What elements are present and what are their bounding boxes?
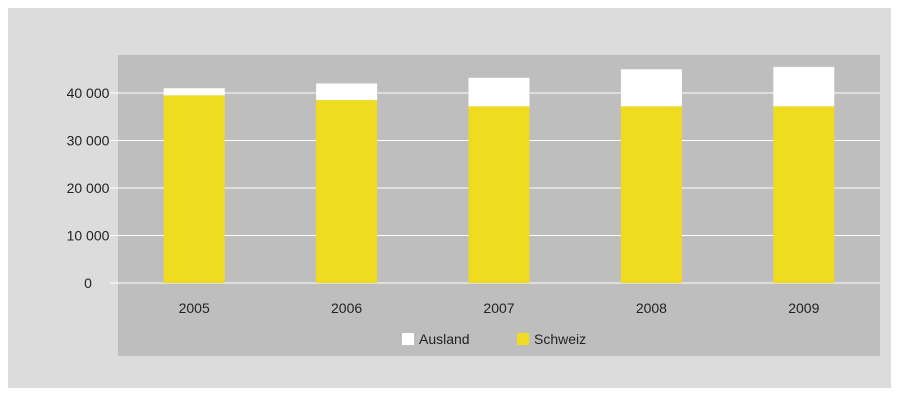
x-tick-label: 2009: [788, 300, 819, 316]
bar-ausland-2009: [773, 66, 835, 107]
y-tick-label: 10 000: [67, 228, 110, 244]
bar-ausland-2008: [620, 69, 682, 107]
legend-swatch-schweiz: [517, 333, 529, 345]
legend-label-ausland: Ausland: [419, 331, 470, 347]
bar-schweiz-2005: [163, 95, 225, 283]
legend-swatch-ausland: [402, 333, 414, 345]
y-tick-label: 20 000: [67, 180, 110, 196]
bar-ausland-2006: [316, 83, 378, 101]
bar-schweiz-2008: [620, 106, 682, 283]
y-tick-label: 40 000: [67, 85, 110, 101]
x-tick-label: 2007: [483, 300, 514, 316]
y-tick-label: 30 000: [67, 133, 110, 149]
bar-ausland-2005: [163, 88, 225, 96]
y-tick-label: 0: [84, 275, 92, 291]
bar-ausland-2007: [468, 77, 530, 107]
x-tick-label: 2008: [636, 300, 667, 316]
x-tick-label: 2005: [179, 300, 210, 316]
bar-schweiz-2007: [468, 106, 530, 283]
x-tick-label: 2006: [331, 300, 362, 316]
legend-label-schweiz: Schweiz: [534, 331, 586, 347]
bar-schweiz-2006: [316, 100, 378, 283]
bar-schweiz-2009: [773, 106, 835, 283]
